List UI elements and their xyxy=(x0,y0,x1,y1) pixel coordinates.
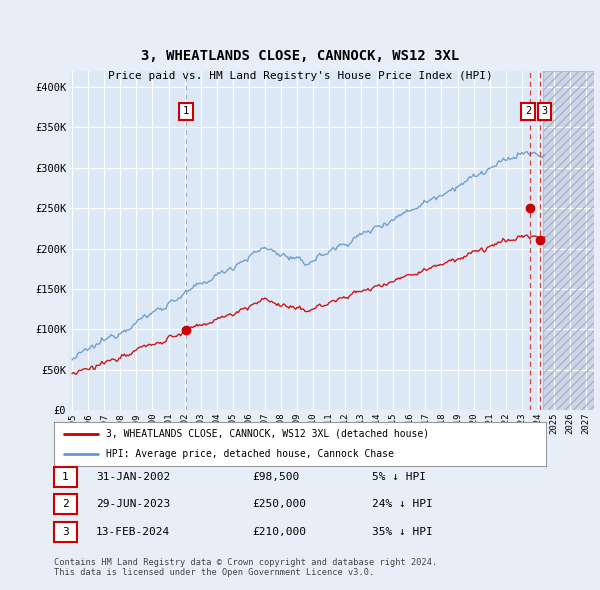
Text: 2: 2 xyxy=(62,500,69,509)
Text: 3: 3 xyxy=(542,106,548,116)
Text: 2: 2 xyxy=(525,106,531,116)
Text: 3, WHEATLANDS CLOSE, CANNOCK, WS12 3XL: 3, WHEATLANDS CLOSE, CANNOCK, WS12 3XL xyxy=(141,49,459,63)
Text: 13-FEB-2024: 13-FEB-2024 xyxy=(96,527,170,537)
Text: 1: 1 xyxy=(183,106,189,116)
Text: Price paid vs. HM Land Registry's House Price Index (HPI): Price paid vs. HM Land Registry's House … xyxy=(107,71,493,81)
Text: £210,000: £210,000 xyxy=(252,527,306,537)
Text: Contains HM Land Registry data © Crown copyright and database right 2024.
This d: Contains HM Land Registry data © Crown c… xyxy=(54,558,437,577)
Text: £98,500: £98,500 xyxy=(252,472,299,481)
Text: 1: 1 xyxy=(62,472,69,481)
Text: 35% ↓ HPI: 35% ↓ HPI xyxy=(372,527,433,537)
Text: 31-JAN-2002: 31-JAN-2002 xyxy=(96,472,170,481)
Text: 3: 3 xyxy=(62,527,69,537)
Text: 3, WHEATLANDS CLOSE, CANNOCK, WS12 3XL (detached house): 3, WHEATLANDS CLOSE, CANNOCK, WS12 3XL (… xyxy=(106,429,429,439)
Text: 5% ↓ HPI: 5% ↓ HPI xyxy=(372,472,426,481)
Bar xyxy=(543,71,600,410)
Text: 24% ↓ HPI: 24% ↓ HPI xyxy=(372,500,433,509)
Text: 29-JUN-2023: 29-JUN-2023 xyxy=(96,500,170,509)
Text: £250,000: £250,000 xyxy=(252,500,306,509)
Bar xyxy=(543,71,600,410)
Text: HPI: Average price, detached house, Cannock Chase: HPI: Average price, detached house, Cann… xyxy=(106,449,394,459)
